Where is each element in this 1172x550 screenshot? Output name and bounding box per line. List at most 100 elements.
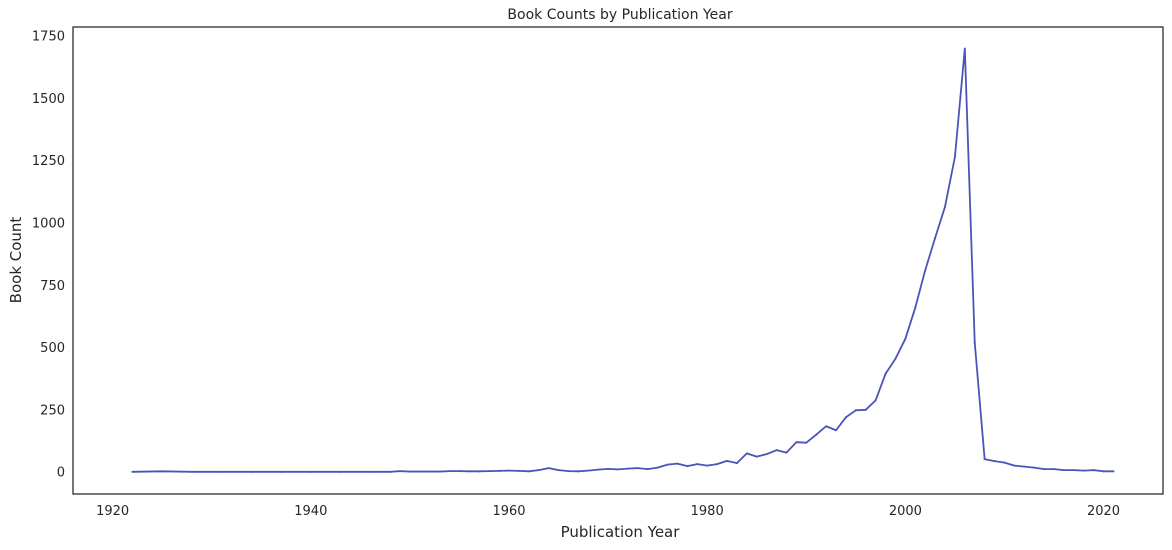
data-point xyxy=(805,441,808,444)
data-point xyxy=(220,470,223,473)
data-point xyxy=(617,468,619,471)
data-point xyxy=(795,441,798,444)
data-point xyxy=(745,452,748,455)
data-point xyxy=(656,466,659,469)
data-point xyxy=(161,470,164,473)
data-point xyxy=(438,470,441,473)
data-point xyxy=(626,467,629,470)
data-point xyxy=(508,469,510,472)
data-point xyxy=(884,372,887,375)
data-point xyxy=(1062,469,1065,472)
x-tick-label: 1940 xyxy=(294,504,327,519)
data-point xyxy=(448,470,451,473)
data-point xyxy=(914,306,917,309)
data-point xyxy=(864,408,867,411)
data-point xyxy=(706,464,709,467)
data-point xyxy=(676,462,679,465)
data-point xyxy=(131,470,134,473)
data-point xyxy=(567,470,570,473)
data-point xyxy=(1102,470,1105,473)
data-point xyxy=(468,470,471,473)
data-point xyxy=(527,470,530,473)
data-point xyxy=(408,470,411,473)
data-point xyxy=(904,337,907,340)
series-line xyxy=(132,47,1114,473)
data-point xyxy=(825,425,828,428)
data-point xyxy=(775,449,778,452)
data-point xyxy=(963,47,966,50)
data-point xyxy=(934,236,937,239)
y-tick-label: 250 xyxy=(40,403,65,418)
data-point xyxy=(537,469,540,472)
y-tick-label: 1500 xyxy=(32,92,65,107)
data-point xyxy=(547,467,550,470)
data-point xyxy=(1053,468,1055,471)
data-point xyxy=(607,467,610,470)
data-point xyxy=(924,269,927,272)
y-axis-label: Book Count xyxy=(7,217,25,304)
plot-area xyxy=(72,26,1164,495)
x-axis-label: Publication Year xyxy=(561,523,681,541)
data-point xyxy=(389,470,392,473)
data-point xyxy=(190,470,193,473)
data-point xyxy=(1013,464,1016,467)
x-tick-label: 1920 xyxy=(96,504,129,519)
data-point xyxy=(418,470,421,473)
x-tick-label: 1960 xyxy=(492,504,525,519)
data-point xyxy=(894,357,897,360)
data-point xyxy=(944,205,946,208)
data-point xyxy=(874,399,877,402)
data-point xyxy=(488,470,491,473)
data-point xyxy=(973,341,976,344)
data-point xyxy=(726,459,728,462)
data-point xyxy=(1003,461,1006,464)
data-point xyxy=(458,470,461,473)
data-point xyxy=(369,470,372,473)
data-point xyxy=(765,453,768,456)
data-point xyxy=(646,468,649,471)
data-point xyxy=(478,470,481,473)
y-tick-label: 750 xyxy=(40,279,65,294)
data-point xyxy=(844,416,847,419)
data-point xyxy=(735,462,738,465)
data-point xyxy=(755,455,758,458)
chart-title: Book Counts by Publication Year xyxy=(507,7,732,23)
data-point xyxy=(1043,468,1046,471)
data-point xyxy=(339,470,342,473)
data-point xyxy=(815,433,818,436)
data-point xyxy=(636,467,639,470)
data-point xyxy=(309,470,312,473)
data-points xyxy=(131,47,1115,473)
y-tick-label: 0 xyxy=(57,466,65,481)
data-point xyxy=(835,429,837,432)
data-point xyxy=(696,463,699,466)
data-point xyxy=(983,458,986,461)
data-point xyxy=(686,465,689,468)
data-point xyxy=(785,451,788,454)
data-point xyxy=(557,469,560,472)
data-point xyxy=(1072,469,1075,472)
data-point xyxy=(716,463,719,466)
data-point xyxy=(1023,465,1026,468)
data-point xyxy=(587,469,590,472)
data-point xyxy=(280,470,283,473)
x-tick-label: 1980 xyxy=(691,504,724,519)
data-point xyxy=(517,469,520,472)
data-point xyxy=(666,463,669,466)
axis-ticks: 1920 1940 1960 1980 2000 2020 0 250 500 750 1000 12… xyxy=(32,30,1120,519)
plot-frame xyxy=(72,26,1164,495)
data-point xyxy=(1082,469,1085,472)
data-point xyxy=(993,460,996,463)
data-point xyxy=(428,470,431,473)
data-point xyxy=(1033,466,1036,469)
y-tick-label: 500 xyxy=(40,341,65,356)
data-point xyxy=(1092,469,1095,472)
y-tick-label: 1000 xyxy=(32,217,65,232)
data-point xyxy=(399,470,401,473)
y-tick-label: 1750 xyxy=(32,30,65,45)
y-tick-label: 1250 xyxy=(32,154,65,169)
data-point xyxy=(577,470,580,473)
data-point xyxy=(597,468,600,471)
data-point xyxy=(854,409,857,412)
